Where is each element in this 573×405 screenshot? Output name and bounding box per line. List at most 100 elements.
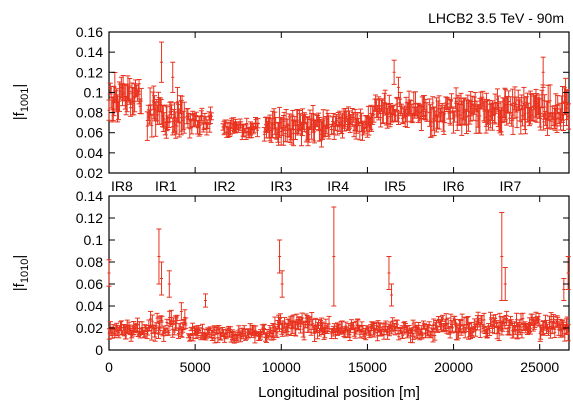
ylabel-f1010: |f1010| [11,255,31,291]
data-point [554,104,560,134]
data-point-spike [565,256,571,290]
data-point [182,309,188,326]
data-point [166,329,172,336]
data-point [243,124,249,141]
data-point [272,111,278,135]
data-point [236,325,242,334]
data-point [426,321,432,329]
y-tick-label: 0.12 [76,210,103,226]
data-point-spike [166,270,172,298]
y-tick-label: 0.02 [76,165,103,181]
data-point [506,319,512,335]
data-point [168,101,174,116]
data-point [261,127,267,142]
ir-label: IR7 [500,178,522,194]
data-point-spike [279,270,285,298]
data-point [396,111,402,126]
data-point-spike [563,77,569,103]
data-point [387,106,393,128]
data-point [106,328,112,340]
data-point [424,102,430,122]
data-point [196,116,202,137]
y-tick-label: 0.08 [76,105,103,121]
series-f1001 [106,41,572,148]
ylabel-f1010-end: | [11,255,28,259]
ir-label: IR6 [443,178,465,194]
data-point [166,116,172,129]
data-point [144,111,150,141]
data-point-spike [106,259,112,287]
data-point [144,327,150,340]
data-point-spike [202,293,208,308]
ir-label: IR3 [270,178,292,194]
data-point [504,310,510,326]
data-point [532,320,538,328]
data-point [299,122,305,147]
data-point [273,117,279,139]
data-point [518,109,524,135]
y-tick-label: 0.12 [76,64,103,80]
data-point [523,323,529,334]
data-point [489,100,495,131]
data-point [282,316,288,328]
ylabel-f1001-end: | [11,84,28,88]
data-point [254,123,260,138]
y-tick-label: 0.16 [76,24,103,40]
data-point [149,113,155,138]
data-point [208,112,214,121]
data-point [339,114,345,135]
data-point [138,87,144,115]
data-point [311,119,317,144]
y-tick-label: 0.14 [76,188,103,204]
data-point-spike [159,261,165,296]
xlabel: Longitudinal position [m] [258,384,420,401]
data-point [199,107,205,124]
data-point [440,314,446,322]
y-tick-label: 0.08 [76,254,103,270]
data-point [494,88,500,110]
data-point [255,118,261,129]
axis-ticks-f1001: 0.02 0.04 0.06 0.08 0.1 0.12 0.14 0.16 IR8 IR1 IR2… [76,24,569,194]
data-point [431,318,437,330]
data-point [410,319,416,329]
ylabel-f1010-sub: 1010 [19,259,31,283]
x-tick-label: 5000 [180,359,211,375]
data-point [117,83,123,100]
data-point [382,89,388,116]
data-point [326,315,332,333]
plot-panel-f1001: 0.02 0.04 0.06 0.08 0.1 0.12 0.14 0.16 IR8 IR1 IR2… [11,24,572,194]
data-point [183,317,189,329]
x-tick-label: 20000 [434,359,473,375]
ylabel-f1010-main: |f [11,282,28,291]
data-point [174,314,180,322]
data-point [308,118,314,130]
data-point [459,313,465,327]
data-point [245,328,251,339]
data-point-spike [170,61,176,93]
x-tick-label: 25000 [520,359,559,375]
data-point [181,101,187,134]
data-point [411,332,417,340]
data-point [566,103,572,130]
data-point [467,99,473,125]
data-point [442,104,448,124]
ir-label: IR4 [327,178,349,194]
data-point [462,326,468,339]
data-point [179,329,185,338]
y-tick-label: 0.06 [76,125,103,141]
data-point [180,110,186,130]
y-tick-label: 0.06 [76,276,103,292]
data-point [565,324,571,342]
data-point-spike [502,267,508,301]
data-point-spike [391,59,397,85]
data-point [209,336,215,342]
data-point-spike [159,41,165,83]
data-point-spike [156,228,162,285]
data-point [317,118,323,142]
data-point-spike [277,239,283,274]
data-point-spike [331,206,337,307]
x-tick-label: 10000 [262,359,301,375]
data-point [277,313,283,324]
data-point [111,85,117,117]
data-point [390,105,396,123]
